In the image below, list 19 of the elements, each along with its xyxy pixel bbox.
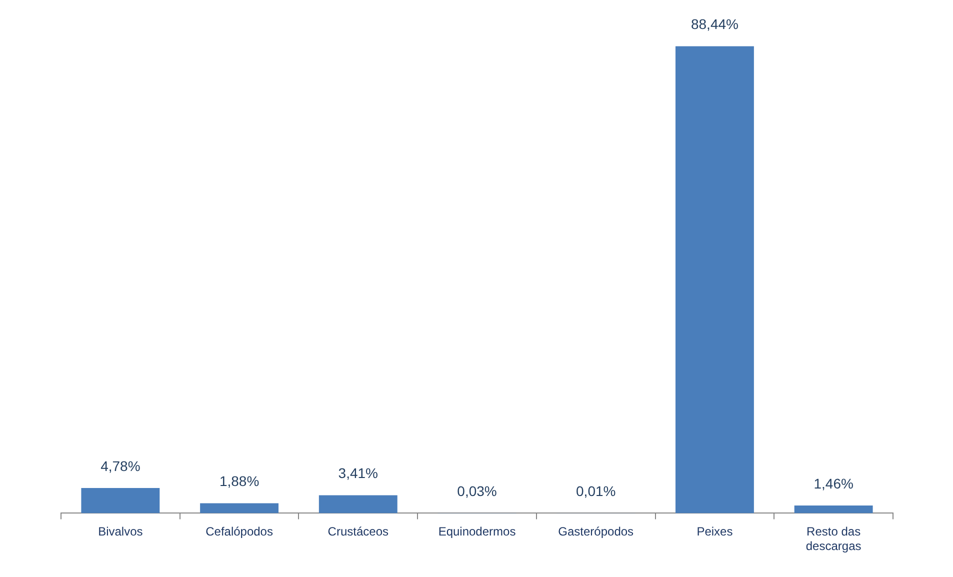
data-label: 0,01%: [576, 483, 616, 500]
data-label: 1,46%: [814, 475, 854, 492]
data-label: 3,41%: [338, 465, 378, 482]
x-tick-label: Bivalvos: [98, 524, 143, 539]
bar: [81, 488, 160, 514]
data-label: 0,03%: [457, 482, 497, 499]
data-label: 1,88%: [219, 473, 260, 490]
bar: [200, 503, 279, 514]
x-tick-label: Cefalópodos: [206, 524, 273, 539]
data-label: 4,78%: [100, 458, 140, 474]
x-tick-label: Resto das descargas: [806, 524, 862, 554]
bar: [675, 46, 754, 514]
bar: [318, 495, 398, 514]
x-tick-label: Equinodermos: [438, 524, 516, 539]
x-tick-label: Gasterópodos: [558, 524, 634, 539]
data-label: 88,44%: [690, 16, 738, 32]
x-tick-label: Peixes: [696, 524, 733, 539]
bar: [794, 505, 873, 514]
x-tick-label: Crustáceos: [328, 524, 388, 539]
